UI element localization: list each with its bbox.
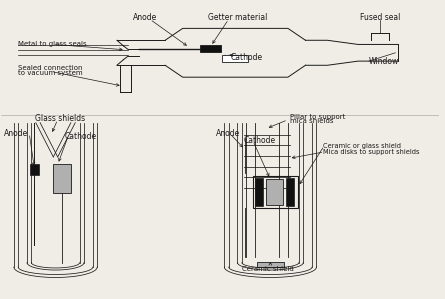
Bar <box>30 164 39 175</box>
Text: Cathode: Cathode <box>64 132 97 141</box>
Text: Ceramic or glass shield: Ceramic or glass shield <box>323 143 401 149</box>
Text: Metal to glass seals: Metal to glass seals <box>18 41 87 47</box>
Bar <box>266 179 283 205</box>
Text: Window: Window <box>369 57 399 66</box>
Bar <box>257 262 283 267</box>
Text: to vacuum system: to vacuum system <box>18 70 83 76</box>
Text: Anode: Anode <box>215 129 240 138</box>
Text: Getter material: Getter material <box>208 13 267 22</box>
Text: Ceramic shield: Ceramic shield <box>243 266 294 271</box>
Text: Pillar to support: Pillar to support <box>290 114 345 120</box>
Text: Anode: Anode <box>4 129 28 138</box>
Text: Cathode: Cathode <box>231 53 263 62</box>
Text: Sealed connection: Sealed connection <box>18 65 83 71</box>
Text: Glass shields: Glass shields <box>35 114 85 123</box>
Bar <box>200 45 221 52</box>
Bar <box>222 54 247 62</box>
Text: Fused seal: Fused seal <box>360 13 400 22</box>
Bar <box>255 178 263 206</box>
Bar <box>53 164 71 193</box>
Text: Mica disks to support shields: Mica disks to support shields <box>323 150 420 155</box>
Bar <box>286 178 294 206</box>
Text: Cathode: Cathode <box>244 136 276 145</box>
Text: mica shields: mica shields <box>290 118 334 124</box>
Text: Anode: Anode <box>133 13 158 22</box>
Bar <box>253 176 298 208</box>
